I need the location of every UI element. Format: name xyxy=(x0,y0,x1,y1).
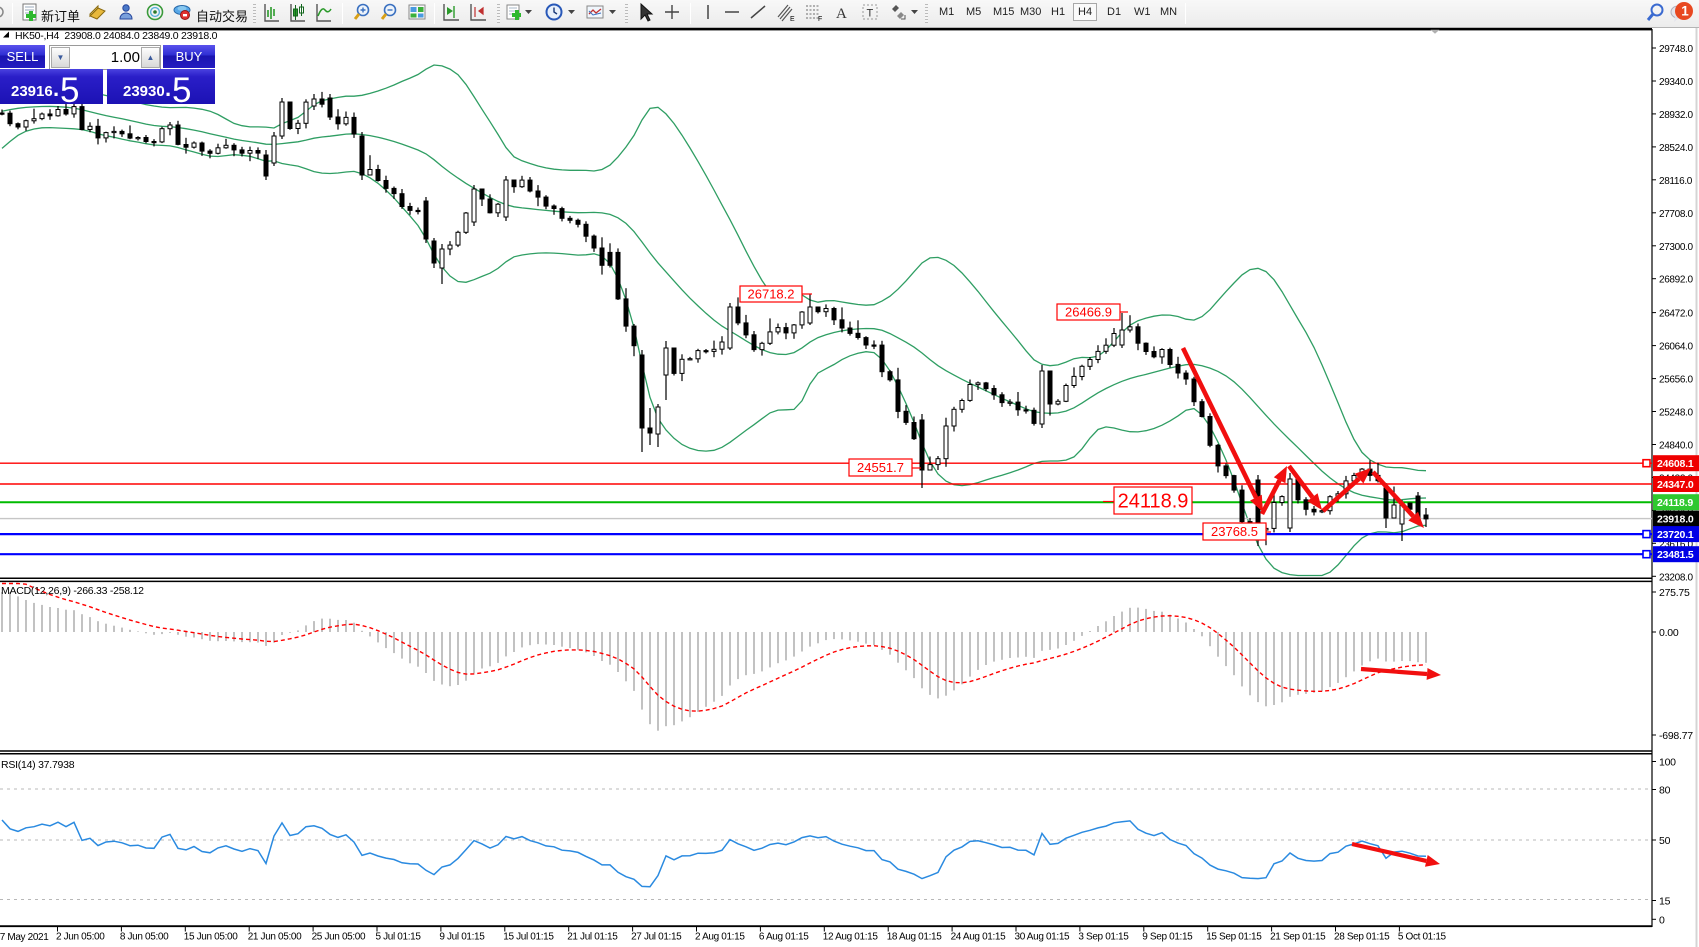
svg-text:F: F xyxy=(818,16,822,23)
svg-text:21 Sep 01:15: 21 Sep 01:15 xyxy=(1270,932,1326,943)
svg-text:26466.9: 26466.9 xyxy=(1065,305,1112,320)
svg-text:30 Aug 01:15: 30 Aug 01:15 xyxy=(1015,932,1071,943)
svg-text:28 Sep 01:15: 28 Sep 01:15 xyxy=(1334,932,1390,943)
svg-text:HK50-,H4 23908.0 24084.0 2384: HK50-,H4 23908.0 24084.0 23849.0 23918.0 xyxy=(15,30,218,42)
svg-text:28932.0: 28932.0 xyxy=(1659,110,1693,121)
svg-text:23918.0: 23918.0 xyxy=(1657,514,1694,526)
svg-text:24118.9: 24118.9 xyxy=(1118,491,1189,513)
svg-text:27 Jul 01:15: 27 Jul 01:15 xyxy=(631,932,682,943)
svg-text:24840.0: 24840.0 xyxy=(1659,441,1693,452)
svg-text:29748.0: 29748.0 xyxy=(1659,44,1693,55)
svg-text:100: 100 xyxy=(1659,757,1676,769)
svg-text:RSI(14) 37.7938: RSI(14) 37.7938 xyxy=(1,759,75,771)
svg-text:29340.0: 29340.0 xyxy=(1659,77,1693,88)
svg-text:27300.0: 27300.0 xyxy=(1659,242,1693,253)
svg-text:275.75: 275.75 xyxy=(1659,587,1690,599)
svg-text:15 Jul 01:15: 15 Jul 01:15 xyxy=(503,932,554,943)
svg-text:25248.0: 25248.0 xyxy=(1659,408,1693,419)
svg-text:T: T xyxy=(867,8,874,20)
svg-text:26718.2: 26718.2 xyxy=(748,287,795,302)
svg-text:26472.0: 26472.0 xyxy=(1659,309,1693,320)
svg-text:27708.0: 27708.0 xyxy=(1659,209,1693,220)
svg-text:23208.0: 23208.0 xyxy=(1659,572,1693,583)
svg-text:9 Jul 01:15: 9 Jul 01:15 xyxy=(439,932,485,943)
svg-text:23720.1: 23720.1 xyxy=(1657,529,1694,541)
svg-text:24118.9: 24118.9 xyxy=(1657,497,1693,509)
svg-text:MACD(12,26,9) -266.33 -258.12: MACD(12,26,9) -266.33 -258.12 xyxy=(1,585,144,597)
svg-text:0.00: 0.00 xyxy=(1659,627,1679,639)
svg-text:27 May 2021: 27 May 2021 xyxy=(0,932,49,943)
svg-text:5 Jul 01:15: 5 Jul 01:15 xyxy=(376,932,422,943)
svg-text:50: 50 xyxy=(1659,835,1671,847)
svg-text:26892.0: 26892.0 xyxy=(1659,275,1693,286)
svg-text:21 Jul 01:15: 21 Jul 01:15 xyxy=(567,932,618,943)
svg-text:28116.0: 28116.0 xyxy=(1659,176,1693,187)
svg-text:1: 1 xyxy=(1681,4,1689,19)
svg-text:25656.0: 25656.0 xyxy=(1659,375,1693,386)
svg-text:24608.1: 24608.1 xyxy=(1657,458,1694,470)
svg-text:E: E xyxy=(790,16,795,23)
svg-text:15 Jun 05:00: 15 Jun 05:00 xyxy=(184,932,238,943)
svg-text:2 Aug 01:15: 2 Aug 01:15 xyxy=(695,932,745,943)
svg-text:28524.0: 28524.0 xyxy=(1659,143,1693,154)
svg-text:8 Jun 05:00: 8 Jun 05:00 xyxy=(120,932,169,943)
svg-text:26064.0: 26064.0 xyxy=(1659,342,1693,353)
svg-text:12 Aug 01:15: 12 Aug 01:15 xyxy=(823,932,879,943)
svg-text:24 Aug 01:15: 24 Aug 01:15 xyxy=(951,932,1007,943)
svg-text:0: 0 xyxy=(1659,914,1665,926)
svg-text:15: 15 xyxy=(1659,896,1671,908)
svg-text:21 Jun 05:00: 21 Jun 05:00 xyxy=(248,932,302,943)
svg-text:18 Aug 01:15: 18 Aug 01:15 xyxy=(887,932,943,943)
svg-text:25 Jun 05:00: 25 Jun 05:00 xyxy=(312,932,366,943)
svg-text:2 Jun 05:00: 2 Jun 05:00 xyxy=(56,932,105,943)
svg-text:3 Sep 01:15: 3 Sep 01:15 xyxy=(1078,932,1129,943)
svg-text:-698.77: -698.77 xyxy=(1659,730,1693,742)
svg-text:80: 80 xyxy=(1659,785,1671,797)
svg-text:24347.0: 24347.0 xyxy=(1657,479,1694,491)
svg-text:A: A xyxy=(836,6,847,22)
svg-text:23768.5: 23768.5 xyxy=(1211,524,1258,539)
svg-text:6 Aug 01:15: 6 Aug 01:15 xyxy=(759,932,809,943)
svg-text:9 Sep 01:15: 9 Sep 01:15 xyxy=(1142,932,1193,943)
svg-text:23616.0: 23616.0 xyxy=(1659,539,1693,550)
svg-text:15 Sep 01:15: 15 Sep 01:15 xyxy=(1206,932,1262,943)
svg-text:23481.5: 23481.5 xyxy=(1657,549,1694,561)
svg-text:5 Oct 01:15: 5 Oct 01:15 xyxy=(1398,932,1447,943)
svg-text:24551.7: 24551.7 xyxy=(857,460,904,475)
